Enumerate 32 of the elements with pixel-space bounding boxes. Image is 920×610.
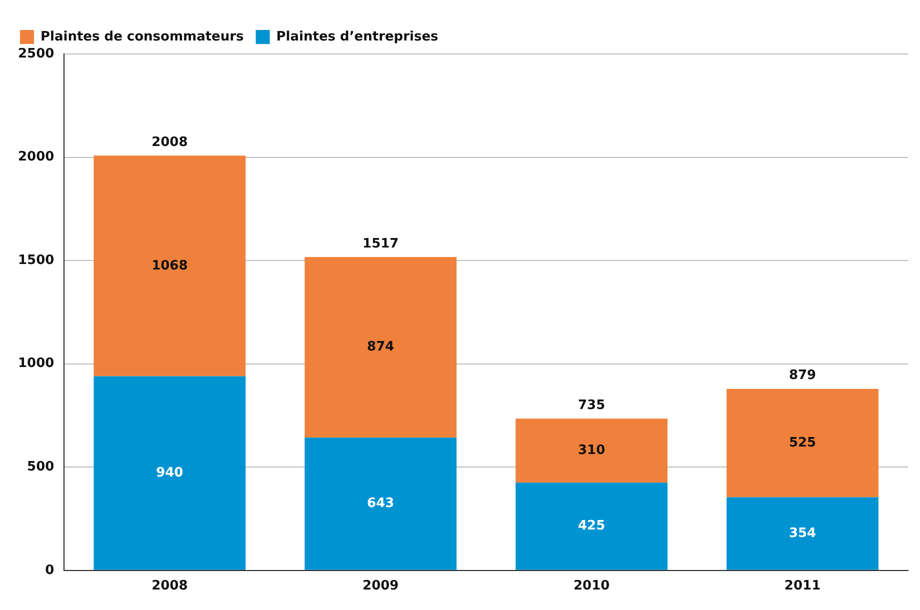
bar [304, 257, 457, 438]
data-label: 354 [788, 526, 816, 541]
bar [304, 438, 457, 570]
y-tick-label: 1500 [18, 252, 54, 268]
bar [726, 497, 878, 570]
y-tick-label: 1000 [18, 356, 54, 372]
data-label: 940 [156, 465, 184, 480]
total-label: 1517 [362, 236, 399, 252]
total-label: 735 [578, 398, 606, 413]
legend-label: Plaintes d’entreprises [276, 29, 439, 44]
bar [94, 156, 246, 376]
bar [94, 376, 246, 570]
data-label: 525 [788, 435, 816, 450]
legend-label: Plaintes de consommateurs [40, 29, 244, 44]
data-label: 425 [578, 518, 606, 534]
x-tick-label: 2009 [362, 578, 399, 594]
data-label: 1068 [152, 258, 188, 274]
bar [726, 388, 878, 498]
data-label: 874 [367, 340, 394, 355]
x-tick-label: 2008 [152, 578, 188, 594]
data-label: 643 [367, 496, 394, 512]
total-label: 2008 [152, 135, 188, 150]
x-tick-label: 2010 [573, 578, 610, 594]
y-tick-label: 2500 [18, 46, 54, 62]
data-label: 310 [578, 442, 606, 458]
y-tick-label: 0 [45, 562, 54, 578]
x-tick-label: 2011 [784, 578, 821, 594]
bar [516, 418, 668, 483]
y-tick-label: 2000 [18, 150, 54, 165]
total-label: 879 [788, 368, 816, 384]
y-tick-label: 500 [27, 459, 54, 474]
bar [516, 482, 668, 570]
